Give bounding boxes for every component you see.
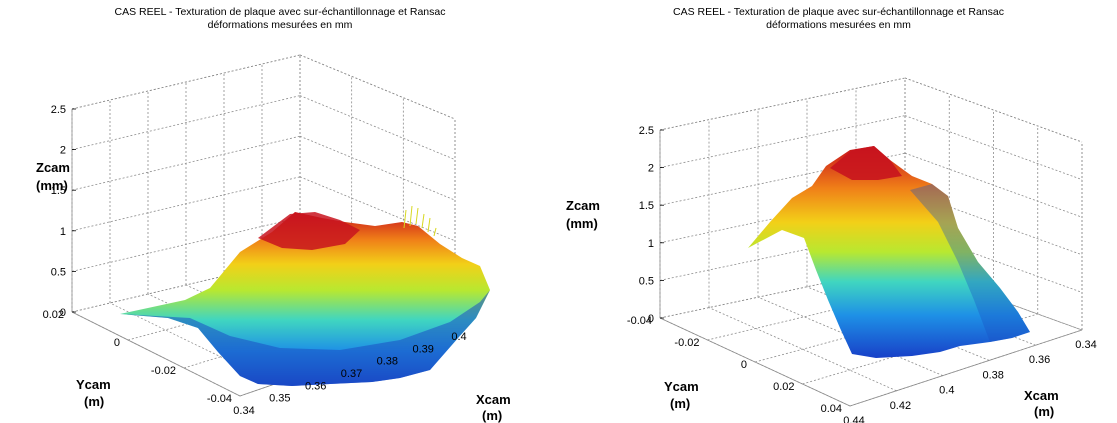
chart-right-surface-shade (910, 184, 1030, 342)
surface-spike (403, 209, 407, 229)
z-gridline (299, 135, 456, 201)
chart-left-plot: 0.340.350.360.370.380.390.4-0.04-0.0200.… (36, 54, 511, 423)
y-gridline (707, 281, 950, 341)
y-tick-label: -0.04 (207, 393, 232, 405)
chart-left-subtitle: déformations mesurées en mm (207, 18, 353, 31)
chart-right-surface-body (748, 146, 1030, 358)
x-tick-label: 0.42 (890, 400, 911, 412)
chart-right-zunit: (mm) (566, 216, 598, 231)
x-tick-label: 0.4 (451, 331, 466, 343)
chart-left-zunit: (mm) (36, 178, 68, 193)
y-gridline (71, 257, 301, 313)
y-tick-label: -0.02 (151, 365, 176, 377)
x-tick-label: 0.36 (305, 380, 326, 392)
z-tick-label: 1 (648, 238, 654, 250)
z-gridline (71, 54, 301, 110)
chart-right-subtitle: déformations mesurées en mm (766, 18, 911, 31)
axis-line (904, 265, 1083, 331)
chart-left-xunit: (m) (482, 408, 502, 423)
y-tick-label: 0 (114, 337, 120, 349)
surface-spike (433, 227, 437, 237)
z-gridline (904, 77, 1083, 143)
z-gridline (299, 95, 456, 160)
chart-left-zlabel: Zcam (36, 160, 70, 175)
chart-right-title: CAS REEL - Texturation de plaque avec su… (673, 6, 1004, 18)
z-gridline (904, 228, 1083, 293)
x-gridline (806, 286, 990, 361)
y-tick-label: 0.04 (821, 403, 842, 415)
surface-spike (427, 217, 431, 233)
chart-right: CAS REEL - Texturation de plaque avec su… (560, 0, 1117, 423)
z-tick-label: 0.5 (639, 275, 654, 287)
z-tick-label: 1.5 (639, 200, 654, 212)
z-tick-label: 2.5 (51, 104, 66, 116)
x-tick-label: 0.35 (269, 393, 290, 405)
z-tick-label: 2 (60, 145, 66, 157)
z-gridline (299, 54, 456, 120)
chart-left: CAS REEL - Texturation de plaque avec su… (0, 6, 560, 423)
z-tick-label: 0 (60, 307, 66, 319)
chart-left-surface (120, 205, 490, 386)
z-gridline (659, 77, 906, 131)
chart-right-title-block: CAS REEL - Texturation de plaque avec su… (560, 6, 1117, 31)
x-gridline (109, 302, 277, 385)
x-tick-label: 0.44 (843, 415, 864, 423)
x-tick-label: 0.37 (341, 368, 362, 380)
z-gridline (71, 95, 301, 150)
z-tick-label: 0.5 (51, 266, 66, 278)
z-tick-label: 2 (648, 163, 654, 175)
x-tick-label: 0.4 (939, 385, 954, 397)
chart-left-title: CAS REEL - Texturation de plaque avec su… (114, 6, 446, 18)
y-tick-label: 0.02 (43, 309, 64, 321)
x-tick-label: 0.38 (377, 356, 398, 368)
z-gridline (904, 152, 1083, 218)
x-tick-label: 0.34 (233, 405, 254, 417)
chart-left-ylabel: Ycam (76, 377, 111, 392)
chart-right-ylabel: Ycam (664, 379, 699, 394)
chart-left-spikes (403, 205, 437, 237)
chart-left-yunit: (m) (84, 394, 104, 409)
chart-right-plot: 0.34 0.36 0.38 0.4 0.42 0.44 -0.04 -0.02 0 0.02 0.… (566, 77, 1097, 423)
x-tick-label: 0.38 (982, 369, 1003, 381)
y-tick-label: 0 (741, 359, 747, 371)
chart-left-surface-peak (258, 212, 360, 250)
z-tick-label: 1.5 (51, 185, 66, 197)
x-tick-label: 0.39 (412, 343, 433, 355)
y-tick-label: -0.02 (674, 337, 699, 349)
chart-right-xunit: (m) (1034, 404, 1054, 419)
x-gridline (71, 311, 241, 397)
z-tick-label: 1 (60, 226, 66, 238)
z-gridline (904, 190, 1083, 256)
x-tick-label: 0.36 (1029, 354, 1050, 366)
chart-left-xlabel: Xcam (476, 392, 511, 407)
z-gridline (659, 115, 906, 168)
chart-right-zlabel: Zcam (566, 198, 600, 213)
chart-right-surface-peak (830, 146, 902, 180)
chart-right-xlabel: Xcam (1024, 388, 1059, 403)
z-tick-label: 2.5 (639, 125, 654, 137)
chart-left-title-block: CAS REEL - Texturation de plaque avec su… (0, 6, 560, 31)
y-tick-label: -0.04 (627, 315, 652, 327)
surface-spike (415, 207, 419, 225)
y-tick-label: 0.02 (773, 381, 794, 393)
surface-spike (421, 213, 425, 229)
y-gridline (849, 329, 1083, 407)
chart-left-surface-shade (120, 290, 490, 386)
chart-right-surface (748, 146, 1030, 358)
surface-spike (409, 205, 413, 227)
chart-right-yunit: (m) (670, 396, 690, 411)
z-tick-label: 0 (648, 313, 654, 325)
z-gridline (904, 115, 1083, 180)
x-tick-label: 0.34 (1075, 339, 1096, 351)
